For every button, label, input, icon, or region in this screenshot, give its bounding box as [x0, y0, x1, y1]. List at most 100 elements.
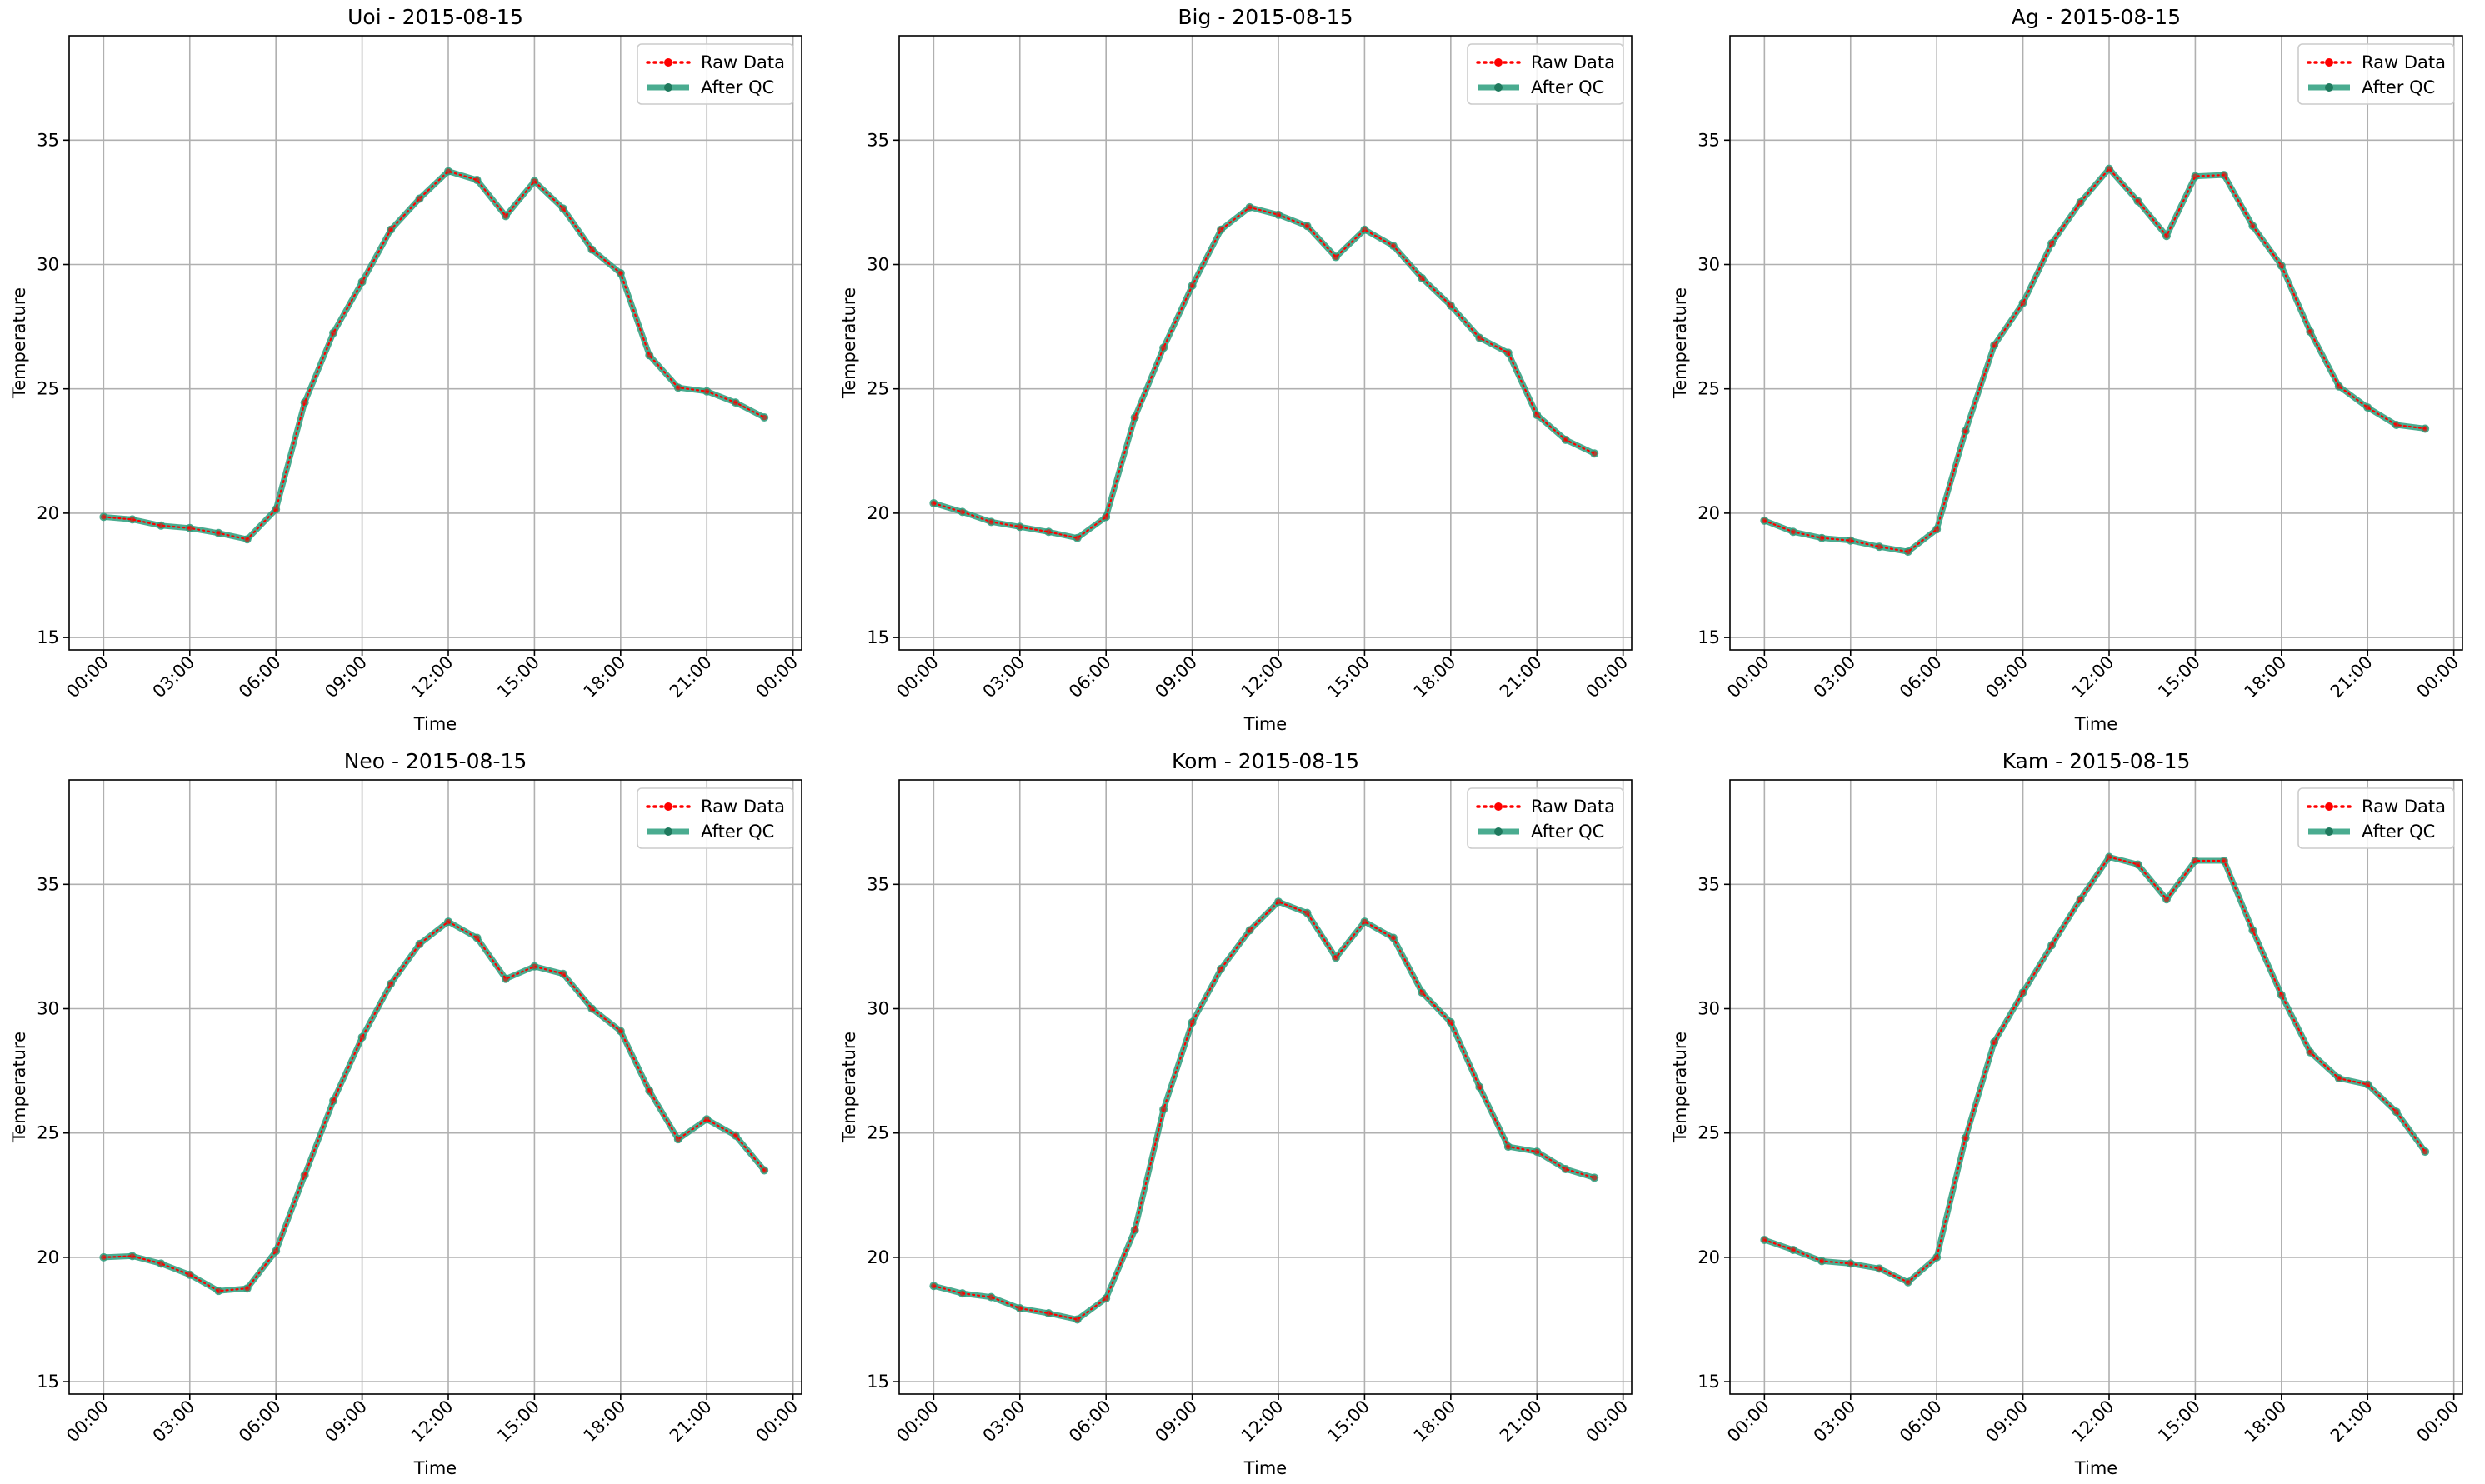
data-point-raw-data [2365, 404, 2371, 411]
data-point-raw-data [1962, 1135, 1968, 1141]
x-tick-label: 00:00 [892, 652, 942, 702]
data-point-raw-data [388, 981, 394, 987]
data-point-raw-data [1819, 535, 1825, 541]
y-axis-label: Temperature [839, 1032, 859, 1143]
x-axis-label: Time [413, 714, 457, 734]
data-point-raw-data [2250, 223, 2256, 229]
x-tick-label: 15:00 [493, 652, 543, 702]
data-point-raw-data [1275, 899, 1282, 905]
x-tick-label: 09:00 [1151, 652, 1201, 702]
x-tick-label: 06:00 [1065, 1397, 1115, 1447]
data-point-raw-data [704, 1117, 710, 1122]
y-tick-label: 15 [37, 1372, 59, 1392]
x-tick-label: 09:00 [1982, 652, 2032, 702]
legend: Raw Data After QC [1467, 43, 1624, 105]
x-tick-label: 00:00 [1723, 1397, 1773, 1447]
data-point-raw-data [2308, 328, 2313, 335]
y-tick-label: 35 [1698, 130, 1720, 150]
x-tick-label: 06:00 [235, 1397, 285, 1447]
legend-marker-raw-data [664, 802, 672, 811]
y-tick-label: 30 [867, 999, 889, 1019]
data-point-raw-data [1160, 345, 1167, 351]
data-point-raw-data [272, 1248, 279, 1254]
data-point-raw-data [330, 1097, 337, 1104]
data-point-raw-data [2048, 942, 2055, 948]
legend-marker-after-qc [664, 827, 672, 836]
legend-label-after-qc: After QC [701, 77, 774, 97]
y-tick-label: 35 [37, 130, 59, 150]
x-tick-label: 21:00 [2327, 1397, 2377, 1447]
x-tick-label: 00:00 [2412, 652, 2462, 702]
data-point-raw-data [675, 1136, 681, 1142]
legend: Raw Data After QC [2298, 43, 2455, 105]
data-point-raw-data [2106, 854, 2112, 860]
data-point-raw-data [1477, 335, 1482, 341]
x-tick-label: 09:00 [1982, 1397, 2032, 1447]
data-point-raw-data [2078, 897, 2083, 902]
x-axis-label: Time [413, 1458, 457, 1478]
legend-marker-after-qc [1494, 827, 1502, 836]
legend-label-raw-data: Raw Data [2362, 52, 2446, 72]
y-tick-label: 30 [37, 255, 59, 275]
x-tick-label: 00:00 [2412, 1397, 2462, 1447]
x-tick-label: 06:00 [235, 652, 285, 702]
x-tick-label: 03:00 [1810, 1397, 1860, 1447]
y-tick-label: 35 [867, 874, 889, 894]
data-point-raw-data [1102, 1295, 1109, 1302]
legend-marker-raw-data [664, 58, 672, 67]
data-point-raw-data [417, 941, 422, 947]
data-point-raw-data [618, 270, 624, 277]
axes-frame [1729, 779, 2463, 1395]
x-axis-label: Time [2074, 1458, 2118, 1478]
legend-marker-raw-data [1494, 802, 1502, 811]
y-tick-label: 20 [867, 503, 889, 523]
data-point-raw-data [1390, 935, 1397, 941]
axes-frame [68, 35, 802, 651]
data-point-raw-data [647, 352, 652, 358]
data-point-raw-data [1591, 1175, 1598, 1181]
data-point-raw-data [2106, 166, 2112, 172]
data-point-raw-data [2422, 1148, 2428, 1155]
data-point-raw-data [158, 1261, 164, 1267]
data-point-raw-data [1046, 1310, 1052, 1317]
x-axis-label: Time [1243, 714, 1287, 734]
x-tick-label: 06:00 [1065, 652, 1115, 702]
data-point-raw-data [988, 519, 994, 525]
y-tick-label: 25 [867, 1123, 889, 1143]
data-point-raw-data [1762, 517, 1768, 524]
data-point-raw-data [732, 1132, 738, 1138]
legend: Raw Data After QC [1467, 787, 1624, 849]
x-tick-label: 09:00 [321, 652, 371, 702]
data-point-raw-data [1448, 1019, 1454, 1026]
series-line-raw-data [102, 170, 766, 541]
y-tick-label: 25 [37, 379, 59, 399]
x-axis-label: Time [2074, 714, 2118, 734]
data-point-raw-data [1017, 524, 1022, 530]
data-point-raw-data [761, 414, 768, 421]
x-tick-label: 12:00 [2068, 1397, 2118, 1447]
axes-frame [1729, 35, 2463, 651]
data-point-raw-data [272, 507, 279, 512]
data-point-raw-data [2048, 240, 2055, 247]
chart-title: Ag - 2015-08-15 [2012, 5, 2181, 29]
data-point-raw-data [589, 247, 595, 252]
data-point-raw-data [1790, 1247, 1797, 1253]
chart-title: Kom - 2015-08-15 [1172, 749, 1359, 773]
y-axis-label: Temperature [839, 287, 859, 399]
data-point-raw-data [732, 399, 738, 406]
data-point-raw-data [1505, 350, 1511, 356]
chart-panel: 15 20 25 30 35 00:00 03:00 06:00 09:00 12:00 15:00… [9, 749, 802, 1478]
y-tick-label: 20 [37, 503, 59, 523]
legend-label-raw-data: Raw Data [1531, 52, 1615, 72]
y-tick-label: 30 [37, 999, 59, 1019]
data-point-raw-data [1991, 1039, 1998, 1045]
data-point-raw-data [502, 213, 509, 219]
data-point-raw-data [1848, 1261, 1853, 1267]
data-point-raw-data [474, 935, 480, 941]
y-tick-label: 15 [867, 1372, 889, 1392]
data-point-raw-data [560, 206, 567, 212]
data-point-raw-data [1905, 1279, 1911, 1285]
x-tick-label: 03:00 [979, 1397, 1029, 1447]
data-point-raw-data [761, 1167, 768, 1173]
data-point-raw-data [532, 178, 538, 184]
